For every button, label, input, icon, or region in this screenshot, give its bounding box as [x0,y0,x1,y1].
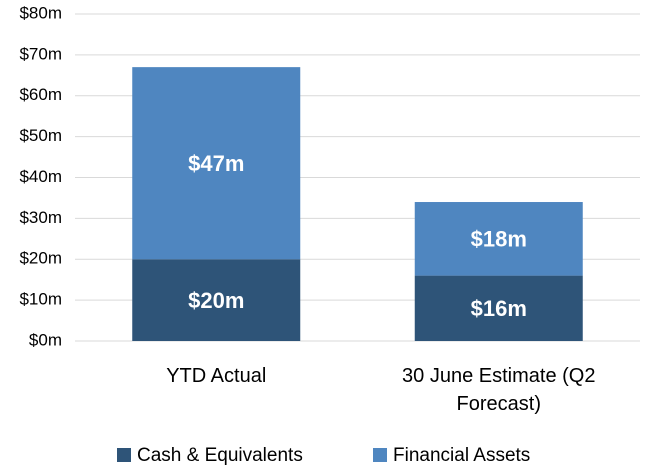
y-tick-label: $70m [19,44,62,63]
y-tick-label: $60m [19,85,62,104]
y-tick-label: $40m [19,167,62,186]
y-tick-label: $20m [19,249,62,268]
data-label: $47m [188,151,244,176]
bar-segment [132,67,301,260]
data-label: $20m [188,288,244,313]
legend-label: Financial Assets [393,445,530,466]
bar-segment [132,259,301,341]
legend-swatch [373,448,387,462]
y-tick-label: $80m [19,3,62,22]
y-tick-label: $50m [19,126,62,145]
legend-label: Cash & Equivalents [137,445,303,466]
bar-segment [414,275,583,341]
x-tick-label: YTD Actual [166,365,267,387]
x-tick-label: 30 June Estimate (Q2 Forecast) [402,365,596,415]
data-label: $18m [471,227,527,252]
y-tick-label: $0m [29,330,62,349]
bar-segment [414,202,583,276]
y-tick-label: $30m [19,208,62,227]
legend-swatch [117,448,131,462]
data-label: $16m [471,296,527,321]
y-tick-label: $10m [19,290,62,309]
